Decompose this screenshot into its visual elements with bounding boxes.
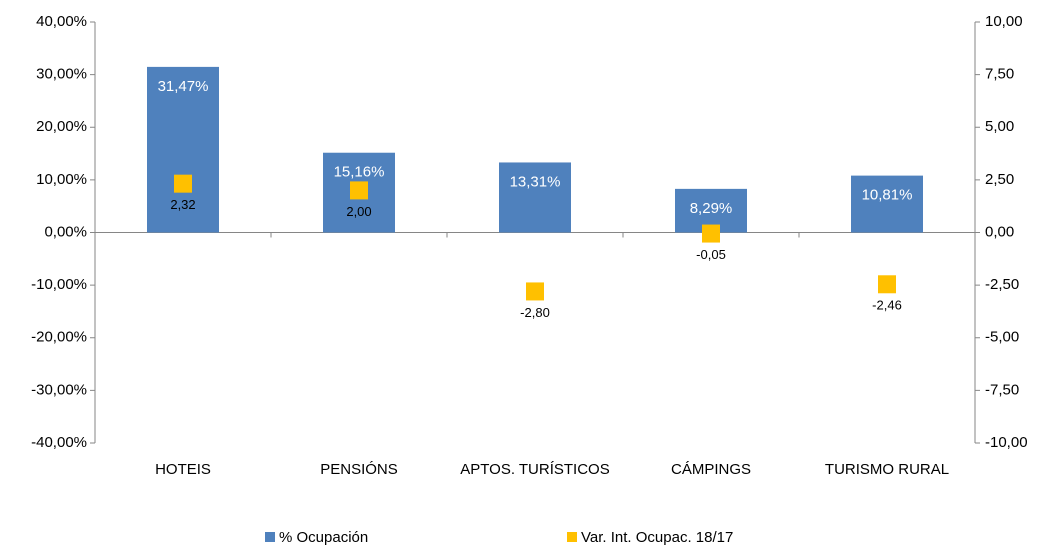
bar-label: 10,81% <box>862 187 913 204</box>
y2-tick-label: -10,00 <box>985 434 1028 451</box>
x-tick-label: CÁMPINGS <box>671 461 751 478</box>
marker <box>526 282 544 301</box>
x-tick-label: PENSIÓNS <box>320 461 398 478</box>
legend-label: Var. Int. Ocupac. 18/17 <box>581 529 733 546</box>
y2-tick-label: -5,00 <box>985 329 1019 346</box>
marker <box>702 224 720 243</box>
marker <box>174 174 192 193</box>
y2-tick-label: -7,50 <box>985 381 1019 398</box>
y2-tick-label: 0,00 <box>985 223 1014 240</box>
marker-label: 2,32 <box>170 197 195 212</box>
y-tick-label: 20,00% <box>36 118 87 135</box>
y2-tick-label: 5,00 <box>985 118 1014 135</box>
y2-tick-label: 7,50 <box>985 66 1014 83</box>
y2-tick-label: 10,00 <box>985 13 1023 30</box>
x-tick-label: APTOS. TURÍSTICOS <box>460 461 609 478</box>
marker-label: -2,46 <box>872 298 902 313</box>
y2-tick-label: -2,50 <box>985 276 1019 293</box>
y-tick-label: -20,00% <box>31 329 87 346</box>
y-tick-label: 40,00% <box>36 13 87 30</box>
bar-label: 15,16% <box>334 164 385 181</box>
marker-label: -0,05 <box>696 247 726 262</box>
y-tick-label: 10,00% <box>36 171 87 188</box>
y-tick-label: -40,00% <box>31 434 87 451</box>
marker-label: -2,80 <box>520 305 550 320</box>
marker <box>350 181 368 200</box>
x-tick-label: TURISMO RURAL <box>825 461 949 478</box>
y-tick-label: 0,00% <box>44 223 87 240</box>
bar <box>499 162 571 233</box>
bar-label: 13,31% <box>510 173 561 190</box>
y-tick-label: -30,00% <box>31 381 87 398</box>
legend-swatch <box>265 532 275 542</box>
legend-label: % Ocupación <box>279 529 368 546</box>
bar <box>147 66 219 233</box>
marker <box>878 275 896 294</box>
legend-swatch <box>567 532 577 542</box>
bar-label: 8,29% <box>690 200 733 217</box>
x-tick-label: HOTEIS <box>155 461 211 478</box>
marker-label: 2,00 <box>346 204 371 219</box>
y-tick-label: -10,00% <box>31 276 87 293</box>
bar-label: 31,47% <box>158 78 209 95</box>
y-tick-label: 30,00% <box>36 66 87 83</box>
bar <box>851 175 923 233</box>
y2-tick-label: 2,50 <box>985 171 1014 188</box>
